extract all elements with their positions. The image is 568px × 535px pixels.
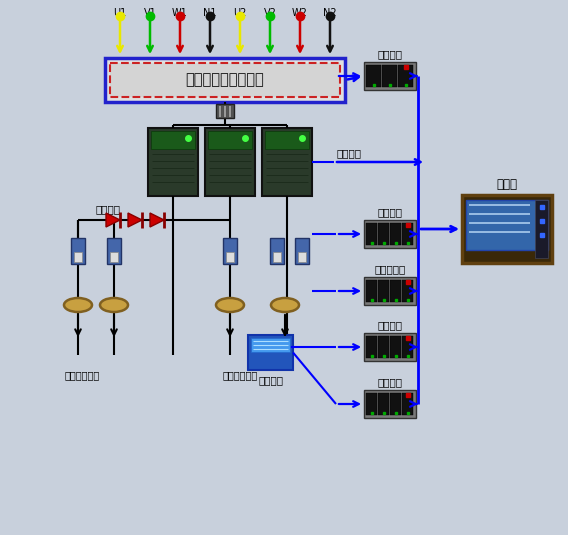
Bar: [223, 105, 226, 117]
Text: W2: W2: [292, 8, 308, 18]
Bar: [390, 280, 401, 302]
Bar: [390, 223, 401, 245]
Bar: [216, 104, 234, 118]
Ellipse shape: [216, 298, 244, 312]
Bar: [107, 238, 121, 264]
Bar: [402, 393, 413, 415]
Bar: [208, 131, 252, 149]
Text: U1: U1: [114, 8, 127, 18]
Bar: [366, 65, 381, 87]
Bar: [205, 128, 255, 196]
Polygon shape: [150, 213, 164, 227]
Text: U2: U2: [233, 8, 247, 18]
Bar: [364, 62, 416, 90]
Bar: [262, 128, 312, 196]
Bar: [378, 223, 389, 245]
Bar: [378, 336, 389, 358]
Text: W1: W1: [172, 8, 188, 18]
Bar: [151, 131, 195, 149]
Bar: [382, 65, 397, 87]
Text: 降压装置: 降压装置: [95, 204, 120, 214]
Text: V2: V2: [264, 8, 277, 18]
Text: 合闸输出回路: 合闸输出回路: [223, 370, 258, 380]
Bar: [402, 336, 413, 358]
Bar: [462, 195, 552, 263]
Text: 交流监控: 交流监控: [378, 49, 403, 59]
Text: 开关量监控: 开关量监控: [374, 264, 406, 274]
Bar: [378, 280, 389, 302]
Bar: [270, 238, 284, 264]
Ellipse shape: [271, 298, 299, 312]
Bar: [364, 333, 416, 361]
Bar: [366, 336, 377, 358]
Bar: [378, 393, 389, 415]
Bar: [71, 238, 85, 264]
Bar: [390, 393, 401, 415]
Polygon shape: [128, 213, 142, 227]
Text: 主监控: 主监控: [496, 178, 517, 191]
Text: 通讯总线: 通讯总线: [336, 148, 361, 158]
Bar: [295, 238, 309, 264]
Bar: [364, 390, 416, 418]
Text: 绦缘监控: 绦缘监控: [378, 320, 403, 330]
Text: V1: V1: [144, 8, 156, 18]
Text: 直流监控: 直流监控: [378, 207, 403, 217]
Bar: [402, 280, 413, 302]
Bar: [251, 338, 290, 352]
Bar: [390, 336, 401, 358]
Bar: [364, 220, 416, 248]
Bar: [398, 65, 413, 87]
Bar: [466, 200, 548, 250]
Bar: [226, 252, 234, 262]
Bar: [298, 252, 306, 262]
Bar: [218, 105, 221, 117]
Text: 控制输出回路: 控制输出回路: [64, 370, 99, 380]
Text: 电池小检: 电池小检: [378, 377, 403, 387]
Polygon shape: [106, 213, 120, 227]
Bar: [74, 252, 82, 262]
Bar: [366, 393, 377, 415]
Text: 蓄电池组: 蓄电池组: [258, 375, 283, 385]
Bar: [148, 128, 198, 196]
Text: N1: N1: [203, 8, 217, 18]
Bar: [228, 105, 231, 117]
Bar: [535, 200, 548, 258]
Bar: [364, 277, 416, 305]
Bar: [110, 252, 118, 262]
Bar: [273, 252, 281, 262]
Bar: [366, 280, 377, 302]
Bar: [248, 335, 293, 370]
Bar: [265, 131, 309, 149]
Ellipse shape: [64, 298, 92, 312]
Text: N2: N2: [323, 8, 337, 18]
Bar: [402, 223, 413, 245]
Text: 双电源自动切换装置: 双电源自动切换装置: [186, 73, 264, 88]
Bar: [223, 238, 237, 264]
Bar: [366, 223, 377, 245]
Bar: [105, 58, 345, 102]
FancyBboxPatch shape: [110, 63, 340, 97]
Ellipse shape: [100, 298, 128, 312]
